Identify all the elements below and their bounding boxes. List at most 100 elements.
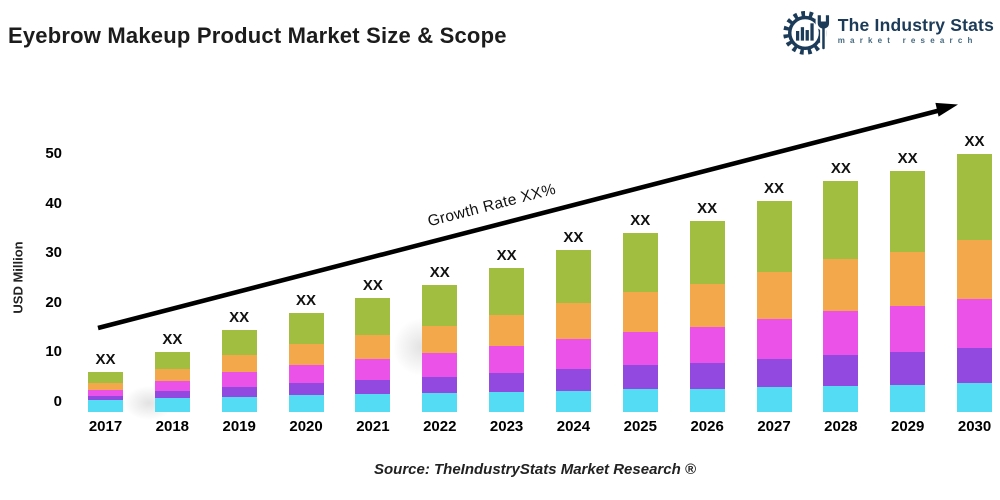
y-axis-tick-label: 10 [45,343,62,361]
bar-value-label: XX [630,211,651,229]
bar-segment-layer-5-top [756,201,792,272]
bar-segment-layer-1-bottom [823,385,859,412]
bar-segment-layer-1-bottom [422,393,458,412]
bar-segment-layer-5-top [422,285,458,327]
bar-segment-layer-3 [890,306,926,353]
bar-segment-layer-4 [489,315,525,347]
x-axis-label: 2029 [891,418,925,435]
bar-segment-layer-5-top [489,268,525,316]
bar-segment-layer-2 [689,363,725,389]
bar-segment-layer-4 [756,271,792,319]
bar-segment-layer-5-top [355,297,391,335]
y-axis-tick-label: 40 [45,194,62,212]
bar-segment-layer-5-top [288,312,324,344]
bar-segment-layer-2 [288,382,324,396]
bar-segment-layer-1-bottom [221,396,257,412]
x-axis-label: 2019 [222,418,256,435]
y-axis-tick-label: 0 [53,393,62,410]
bar-value-label: XX [296,291,317,309]
bar-value-label: XX [429,264,450,282]
bar-segment-layer-1-bottom [555,390,591,412]
bar-segment-layer-4 [422,326,458,354]
bar-value-label: XX [897,150,918,168]
bar-segment-layer-2 [489,373,525,393]
bar-value-label: XX [496,247,517,265]
bar-segment-layer-5-top [622,232,658,292]
bar-segment-layer-5-top [555,250,591,304]
bar-segment-layer-3 [756,318,792,359]
bar-segment-layer-3 [88,389,123,396]
bar-segment-layer-1-bottom [622,389,658,412]
y-axis-tick-label: 20 [45,293,62,311]
logo-tagline: market research [837,36,978,46]
page-title: Eyebrow Makeup Product Market Size & Sco… [8,22,507,48]
x-axis-label: 2023 [489,418,524,435]
bar-value-label: XX [563,229,584,247]
bar-segment-layer-3 [489,346,525,374]
bar-segment-layer-2 [555,369,591,391]
bar-segment-layer-3 [957,298,993,349]
bar-segment-layer-4 [154,369,190,382]
bar-segment-layer-1-bottom [355,394,391,412]
bar-segment-layer-5-top [890,171,926,253]
bar-segment-layer-2 [823,354,859,386]
bar-segment-layer-1-bottom [489,392,525,412]
bar-segment-layer-3 [622,331,658,366]
bar-segment-layer-2 [622,365,658,390]
x-axis-label: 2020 [289,418,323,435]
bar-segment-layer-5-top [221,330,257,356]
bar-segment-layer-2 [154,391,190,399]
bar-segment-layer-1-bottom [689,388,725,412]
source-credit: Source: TheIndustryStats Market Research… [374,461,696,478]
x-axis-label: 2030 [957,418,992,435]
bar-value-label: XX [362,276,383,294]
x-axis-label: 2026 [690,418,724,435]
industry-stats-logo: The Industry Stats market research [782,6,994,56]
bar-segment-layer-2 [890,352,926,385]
bar-segment-layer-3 [422,353,458,377]
bar-segment-layer-1-bottom [957,383,993,412]
bar-value-label: XX [95,351,116,369]
bar-value-label: XX [763,180,784,198]
bar-segment-layer-4 [689,284,725,328]
bar-value-label: XX [964,132,985,150]
bar-segment-layer-3 [823,310,859,355]
bar-segment-layer-2 [756,358,792,388]
bar-segment-layer-3 [154,381,190,392]
bar-segment-layer-3 [355,358,391,380]
bar-segment-layer-4 [890,252,926,307]
bar-value-label: XX [697,199,718,217]
bar-segment-layer-4 [221,355,257,373]
y-axis-tick-label: 50 [45,145,62,162]
x-axis-label: 2022 [423,418,457,435]
x-axis-label: 2018 [155,418,190,435]
bar-segment-layer-1-bottom [288,395,324,412]
bar-segment-layer-5-top [154,351,190,370]
bar-segment-layer-3 [288,364,324,383]
bar-segment-layer-2 [957,348,993,384]
bar-segment-layer-4 [88,382,123,390]
bar-segment-layer-4 [288,343,324,365]
x-axis-label: 2027 [757,418,791,435]
bar-segment-layer-3 [221,372,257,387]
bar-segment-layer-4 [622,291,658,332]
gear-wrench-chart-icon [782,11,831,55]
bar-segment-layer-1-bottom [890,384,926,412]
bar-segment-layer-4 [957,240,993,299]
bar-value-label: XX [830,160,851,178]
x-axis-label: 2028 [824,418,858,435]
x-axis-label: 2024 [556,418,591,435]
bar-segment-layer-3 [689,327,725,364]
x-axis-label: 2025 [623,418,657,435]
logo-name: The Industry Stats [837,14,994,35]
y-axis-tick-label: 30 [45,244,62,262]
bar-value-label: XX [229,309,250,327]
bar-segment-layer-5-top [823,181,859,259]
bar-segment-layer-1-bottom [756,387,792,412]
bar-segment-layer-4 [823,258,859,311]
x-axis-label: 2021 [356,418,390,435]
bar-segment-layer-5-top [88,372,123,383]
bar-segment-layer-4 [355,334,391,359]
bar-segment-layer-2 [221,386,257,397]
